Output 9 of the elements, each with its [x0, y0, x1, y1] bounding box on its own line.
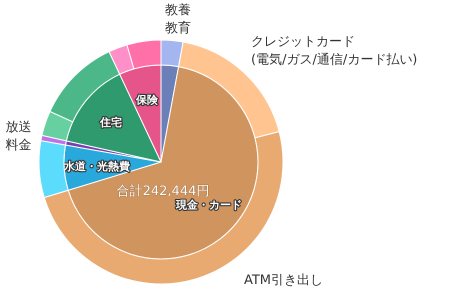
- slice-label: 現金・カード: [174, 198, 242, 212]
- slice-label: 放送料金: [6, 120, 32, 154]
- slice-label: 水道・光熱費: [63, 160, 130, 173]
- slice-label: クレジットカード (電気/ガス/通信/カード払い): [251, 34, 418, 68]
- slice-label: 保険: [135, 94, 160, 107]
- slice-label: 教養教育: [165, 3, 192, 36]
- slice-label: 住宅: [99, 116, 122, 129]
- slice-label: ATM引き出し: [244, 273, 324, 288]
- text: 合計242,444円: [116, 184, 210, 199]
